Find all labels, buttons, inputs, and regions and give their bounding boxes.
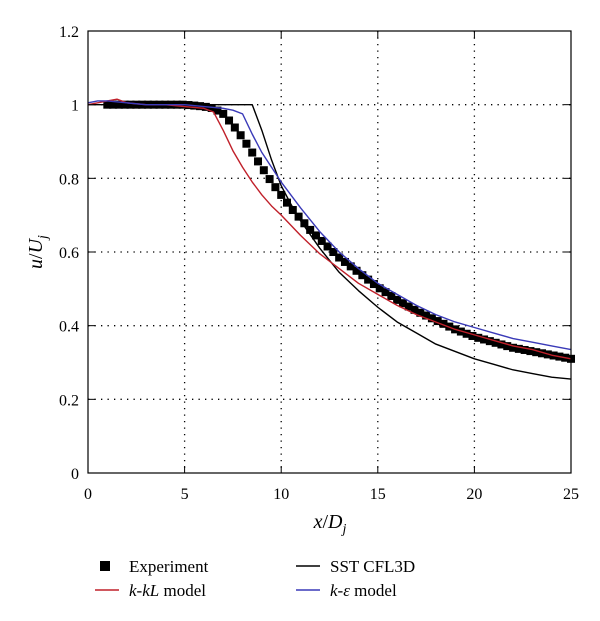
legend: Experiment SST CFL3D k-kL model k-ε model — [95, 557, 415, 600]
series-sst-cfl3d-line — [88, 103, 572, 380]
experiment-marker — [259, 166, 268, 175]
y-tick-label: 0.8 — [59, 171, 79, 188]
experiment-marker — [410, 305, 419, 314]
legend-symbol-experiment — [100, 561, 110, 571]
experiment-marker — [213, 106, 222, 115]
series-k-model — [87, 100, 572, 351]
experiment-marker — [317, 236, 326, 245]
experiment-marker — [282, 198, 291, 207]
experiment-marker — [207, 103, 216, 112]
experiment-marker — [219, 109, 228, 118]
experiment-marker — [381, 288, 390, 297]
legend-label: k-kL model — [129, 581, 206, 600]
legend-label: Experiment — [129, 557, 209, 576]
experiment-marker — [398, 299, 407, 308]
experiment-marker — [520, 345, 529, 354]
experiment-marker — [532, 348, 541, 357]
x-axis-label: x/Dj — [313, 511, 347, 537]
experiment-marker — [514, 344, 523, 353]
y-axis-label: u/Uj — [25, 235, 51, 269]
experiment-marker — [369, 280, 378, 289]
experiment-marker — [393, 295, 402, 304]
x-tick-label: 15 — [370, 486, 386, 503]
experiment-marker — [236, 131, 245, 140]
x-tick-label: 5 — [181, 486, 189, 503]
y-tick-label: 1.2 — [59, 24, 79, 41]
y-tick-label: 0.2 — [59, 392, 79, 409]
x-tick-label: 20 — [466, 486, 482, 503]
y-tick-label: 0.4 — [59, 319, 79, 336]
experiment-marker — [387, 292, 396, 301]
experiment-marker — [422, 311, 431, 320]
experiment-marker — [277, 190, 286, 199]
y-tick-label: 0.6 — [59, 245, 79, 262]
experiment-marker — [300, 219, 309, 228]
experiment-marker — [375, 284, 384, 293]
experiment-marker — [433, 317, 442, 326]
legend-label: k-ε model — [330, 581, 397, 600]
experiment-marker — [358, 271, 367, 280]
experiment-marker — [439, 319, 448, 328]
tick-labels: 0 5 10 15 20 25 0 0.2 0.4 0.6 0.8 1 1.2 — [59, 24, 579, 503]
experiment-marker — [485, 337, 494, 346]
experiment-marker — [474, 333, 483, 342]
experiment-marker — [352, 266, 361, 275]
x-tick-label: 0 — [84, 486, 92, 503]
legend-item: k-ε model — [296, 581, 397, 600]
experiment-marker — [335, 253, 344, 262]
legend-item: SST CFL3D — [296, 557, 415, 576]
legend-label: SST CFL3D — [330, 557, 415, 576]
experiment-marker — [329, 248, 338, 256]
experiment-marker — [364, 275, 373, 284]
experiment-marker — [340, 257, 349, 266]
x-tick-label: 10 — [273, 486, 289, 503]
x-tick-label: 25 — [563, 486, 579, 503]
experiment-marker — [248, 148, 257, 157]
experiment-marker — [497, 340, 506, 349]
experiment-marker — [480, 335, 489, 344]
experiment-marker — [427, 314, 436, 323]
experiment-marker — [468, 331, 477, 340]
experiment-marker — [526, 347, 535, 356]
y-tick-label: 1 — [71, 98, 79, 115]
experiment-marker — [346, 262, 355, 271]
experiment-marker — [242, 139, 251, 148]
legend-item: k-kL model — [95, 581, 206, 600]
y-tick-label: 0 — [71, 466, 79, 483]
series-layer — [87, 98, 575, 380]
experiment-marker — [416, 308, 425, 317]
experiment-marker — [538, 349, 547, 358]
experiment-marker — [271, 183, 280, 192]
series-sst-cfl3d — [88, 103, 572, 380]
experiment-marker — [225, 116, 234, 125]
experiment-marker — [288, 206, 297, 215]
series-k-model-line — [87, 100, 572, 351]
ticks — [87, 30, 572, 474]
experiment-marker — [491, 338, 500, 347]
experiment-marker — [404, 302, 413, 311]
experiment-marker — [254, 157, 263, 166]
experiment-marker — [265, 175, 274, 184]
legend-item: Experiment — [100, 557, 209, 576]
experiment-marker — [509, 343, 518, 352]
experiment-marker — [503, 342, 512, 351]
experiment-marker — [230, 123, 239, 132]
experiment-marker — [462, 329, 471, 338]
experiment-marker — [323, 242, 332, 251]
experiment-marker — [306, 225, 315, 234]
experiment-marker — [311, 231, 320, 240]
